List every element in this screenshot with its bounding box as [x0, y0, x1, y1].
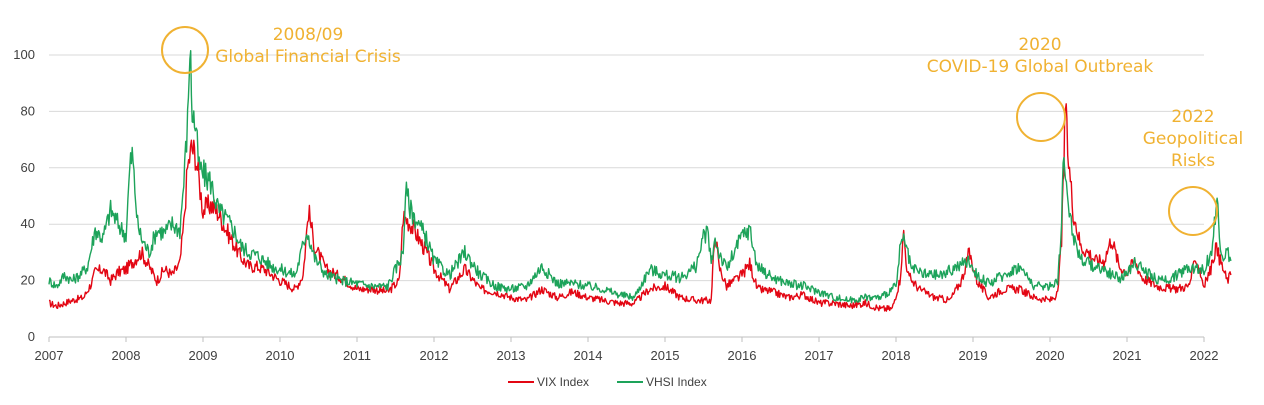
annotation-label: 2008/09 — [273, 25, 344, 45]
annotation-label: 2022 — [1171, 107, 1214, 127]
x-axis: 2007 2008 2009 2010 2011 2012 2013 2014 2015 2016… — [35, 336, 1219, 363]
legend: VIX Index VHSI Index — [508, 375, 707, 389]
annotation-label: Geopolitical — [1143, 129, 1244, 149]
y-axis: 0 20 40 60 80 100 — [13, 47, 35, 344]
x-tick-label: 2011 — [343, 348, 371, 363]
x-tick-label: 2012 — [420, 348, 449, 363]
y-tick-label: 40 — [21, 216, 35, 231]
annotation-label: 2020 — [1018, 35, 1061, 55]
annotation-circle — [161, 26, 209, 74]
y-tick-label: 100 — [13, 47, 35, 62]
y-tick-label: 20 — [21, 273, 35, 288]
x-tick-label: 2007 — [35, 348, 64, 363]
x-tick-label: 2016 — [728, 348, 757, 363]
legend-label: VHSI Index — [646, 375, 707, 389]
legend-label: VIX Index — [537, 375, 589, 389]
x-tick-label: 2019 — [959, 348, 988, 363]
x-tick-label: 2022 — [1190, 348, 1219, 363]
x-tick-label: 2020 — [1036, 348, 1065, 363]
series-lines — [48, 50, 1232, 312]
x-tick-label: 2017 — [805, 348, 834, 363]
annotation-circle — [1168, 186, 1218, 236]
series-line-vix — [48, 103, 1232, 312]
x-tick-label: 2021 — [1113, 348, 1142, 363]
y-tick-label: 60 — [21, 160, 35, 175]
x-tick-label: 2018 — [882, 348, 911, 363]
x-tick-label: 2013 — [497, 348, 526, 363]
annotation-circle — [1016, 92, 1066, 142]
series-line-vhsi — [48, 50, 1232, 304]
x-tick-label: 2010 — [266, 348, 295, 363]
x-tick-label: 2014 — [574, 348, 603, 363]
annotation-label: COVID-19 Global Outbreak — [927, 57, 1154, 77]
annotation-label: Risks — [1171, 151, 1215, 171]
y-tick-label: 0 — [28, 329, 35, 344]
x-tick-label: 2015 — [651, 348, 680, 363]
annotation-label: Global Financial Crisis — [215, 47, 401, 67]
x-tick-label: 2009 — [189, 348, 218, 363]
x-tick-label: 2008 — [112, 348, 141, 363]
y-tick-label: 80 — [21, 103, 35, 118]
